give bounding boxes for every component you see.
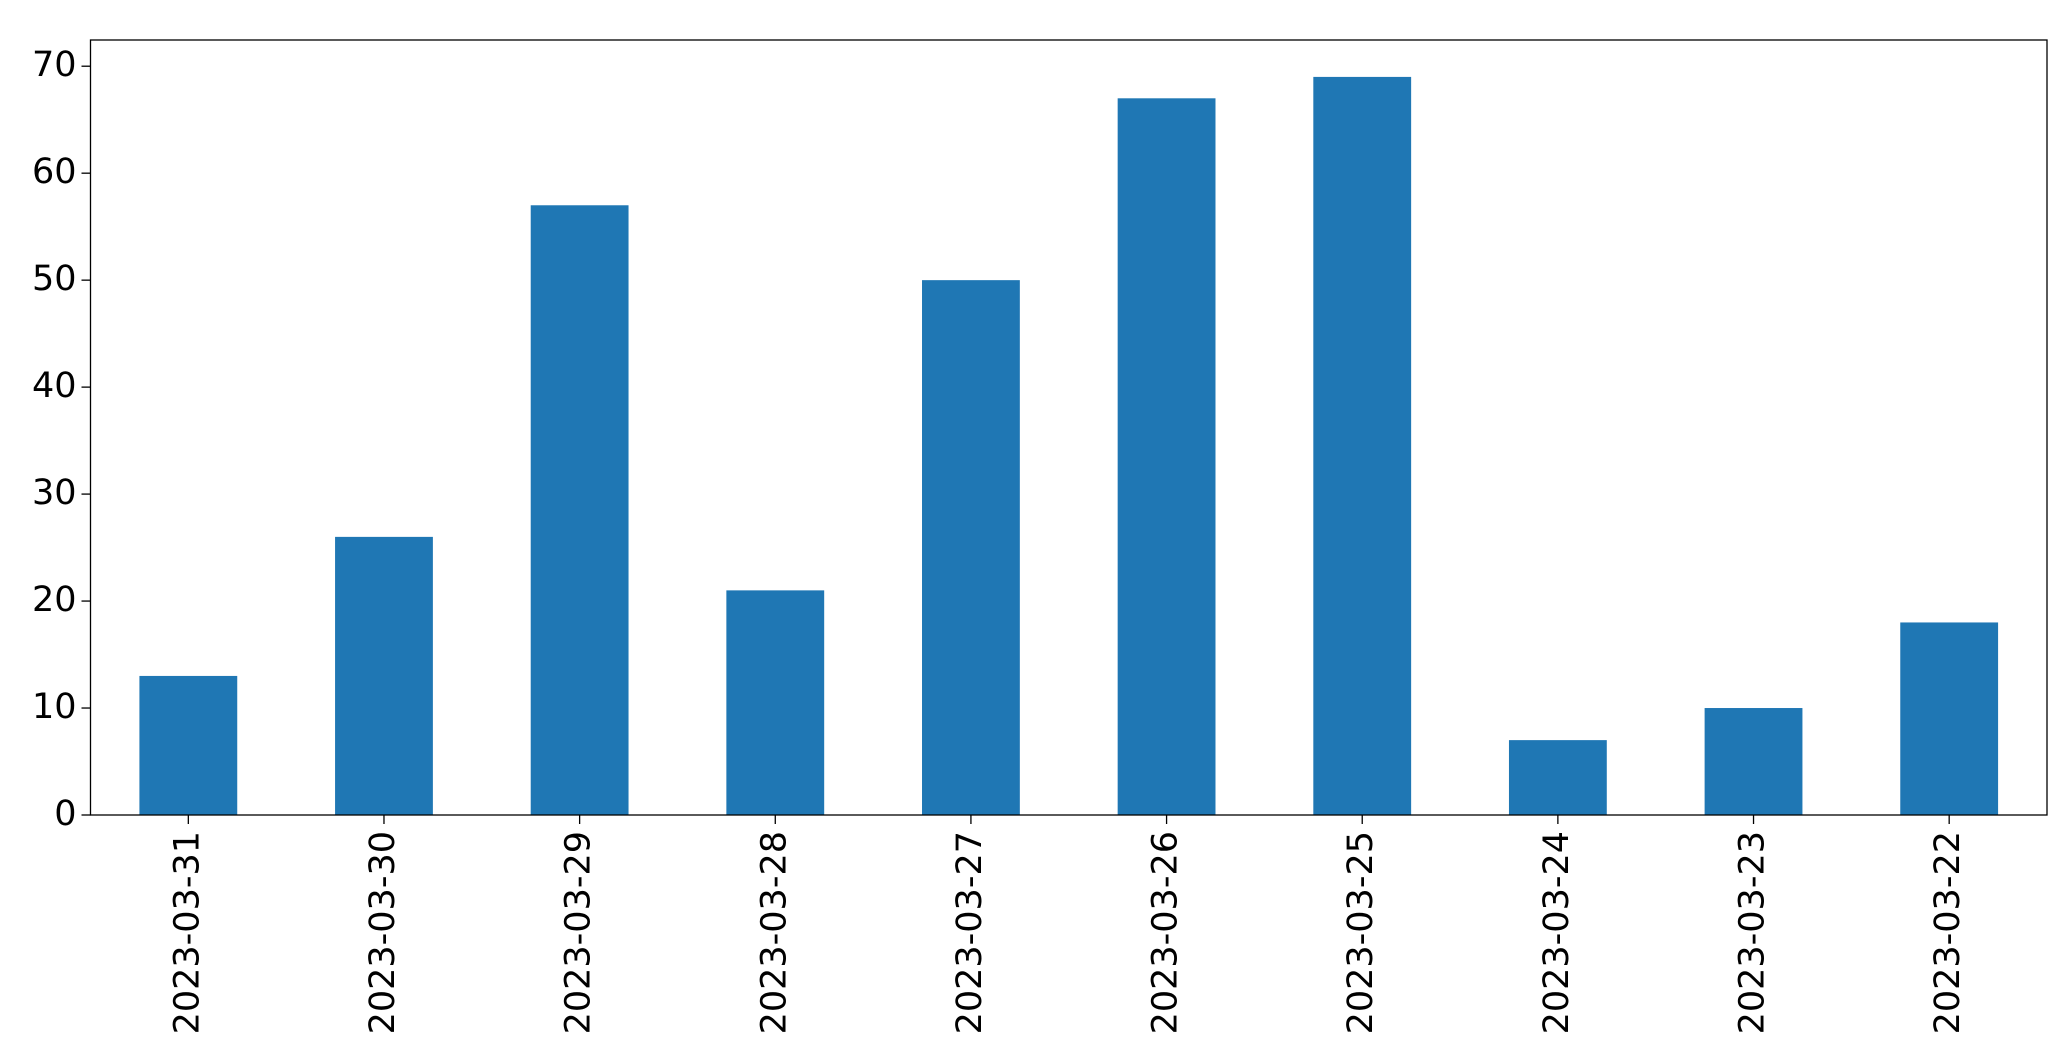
plot-frame: [89, 39, 2048, 816]
x-tick-label: 2023-03-27: [950, 831, 990, 1034]
bar: [139, 675, 238, 815]
bar: [1900, 622, 1999, 815]
bar: [1313, 76, 1412, 815]
y-tick-label: 60: [32, 152, 77, 192]
bar: [1117, 98, 1216, 815]
x-tick-label: 2023-03-30: [363, 831, 403, 1034]
y-tick-label: 20: [32, 580, 77, 620]
bar: [922, 280, 1020, 815]
bar: [726, 590, 825, 815]
x-tick-label: 2023-03-29: [559, 831, 599, 1034]
x-tick-label: 2023-03-24: [1537, 831, 1577, 1034]
y-tick-label: 50: [32, 259, 77, 299]
y-tick-label: 40: [32, 366, 77, 406]
y-tick-label: 70: [32, 45, 77, 85]
x-tick-label: 2023-03-25: [1341, 831, 1381, 1034]
x-tick-label: 2023-03-26: [1146, 831, 1186, 1034]
x-tick-label: 2023-03-22: [1928, 831, 1968, 1034]
y-tick-label: 10: [32, 687, 77, 727]
bar: [1508, 740, 1607, 815]
bar: [1704, 708, 1803, 815]
x-tick-label: 2023-03-23: [1733, 831, 1773, 1034]
y-tick-label: 0: [54, 794, 76, 834]
x-tick-label: 2023-03-28: [754, 831, 794, 1034]
bar: [530, 205, 629, 815]
y-tick-label: 30: [32, 473, 77, 513]
x-tick-label: 2023-03-31: [167, 831, 207, 1034]
bar: [335, 536, 433, 815]
